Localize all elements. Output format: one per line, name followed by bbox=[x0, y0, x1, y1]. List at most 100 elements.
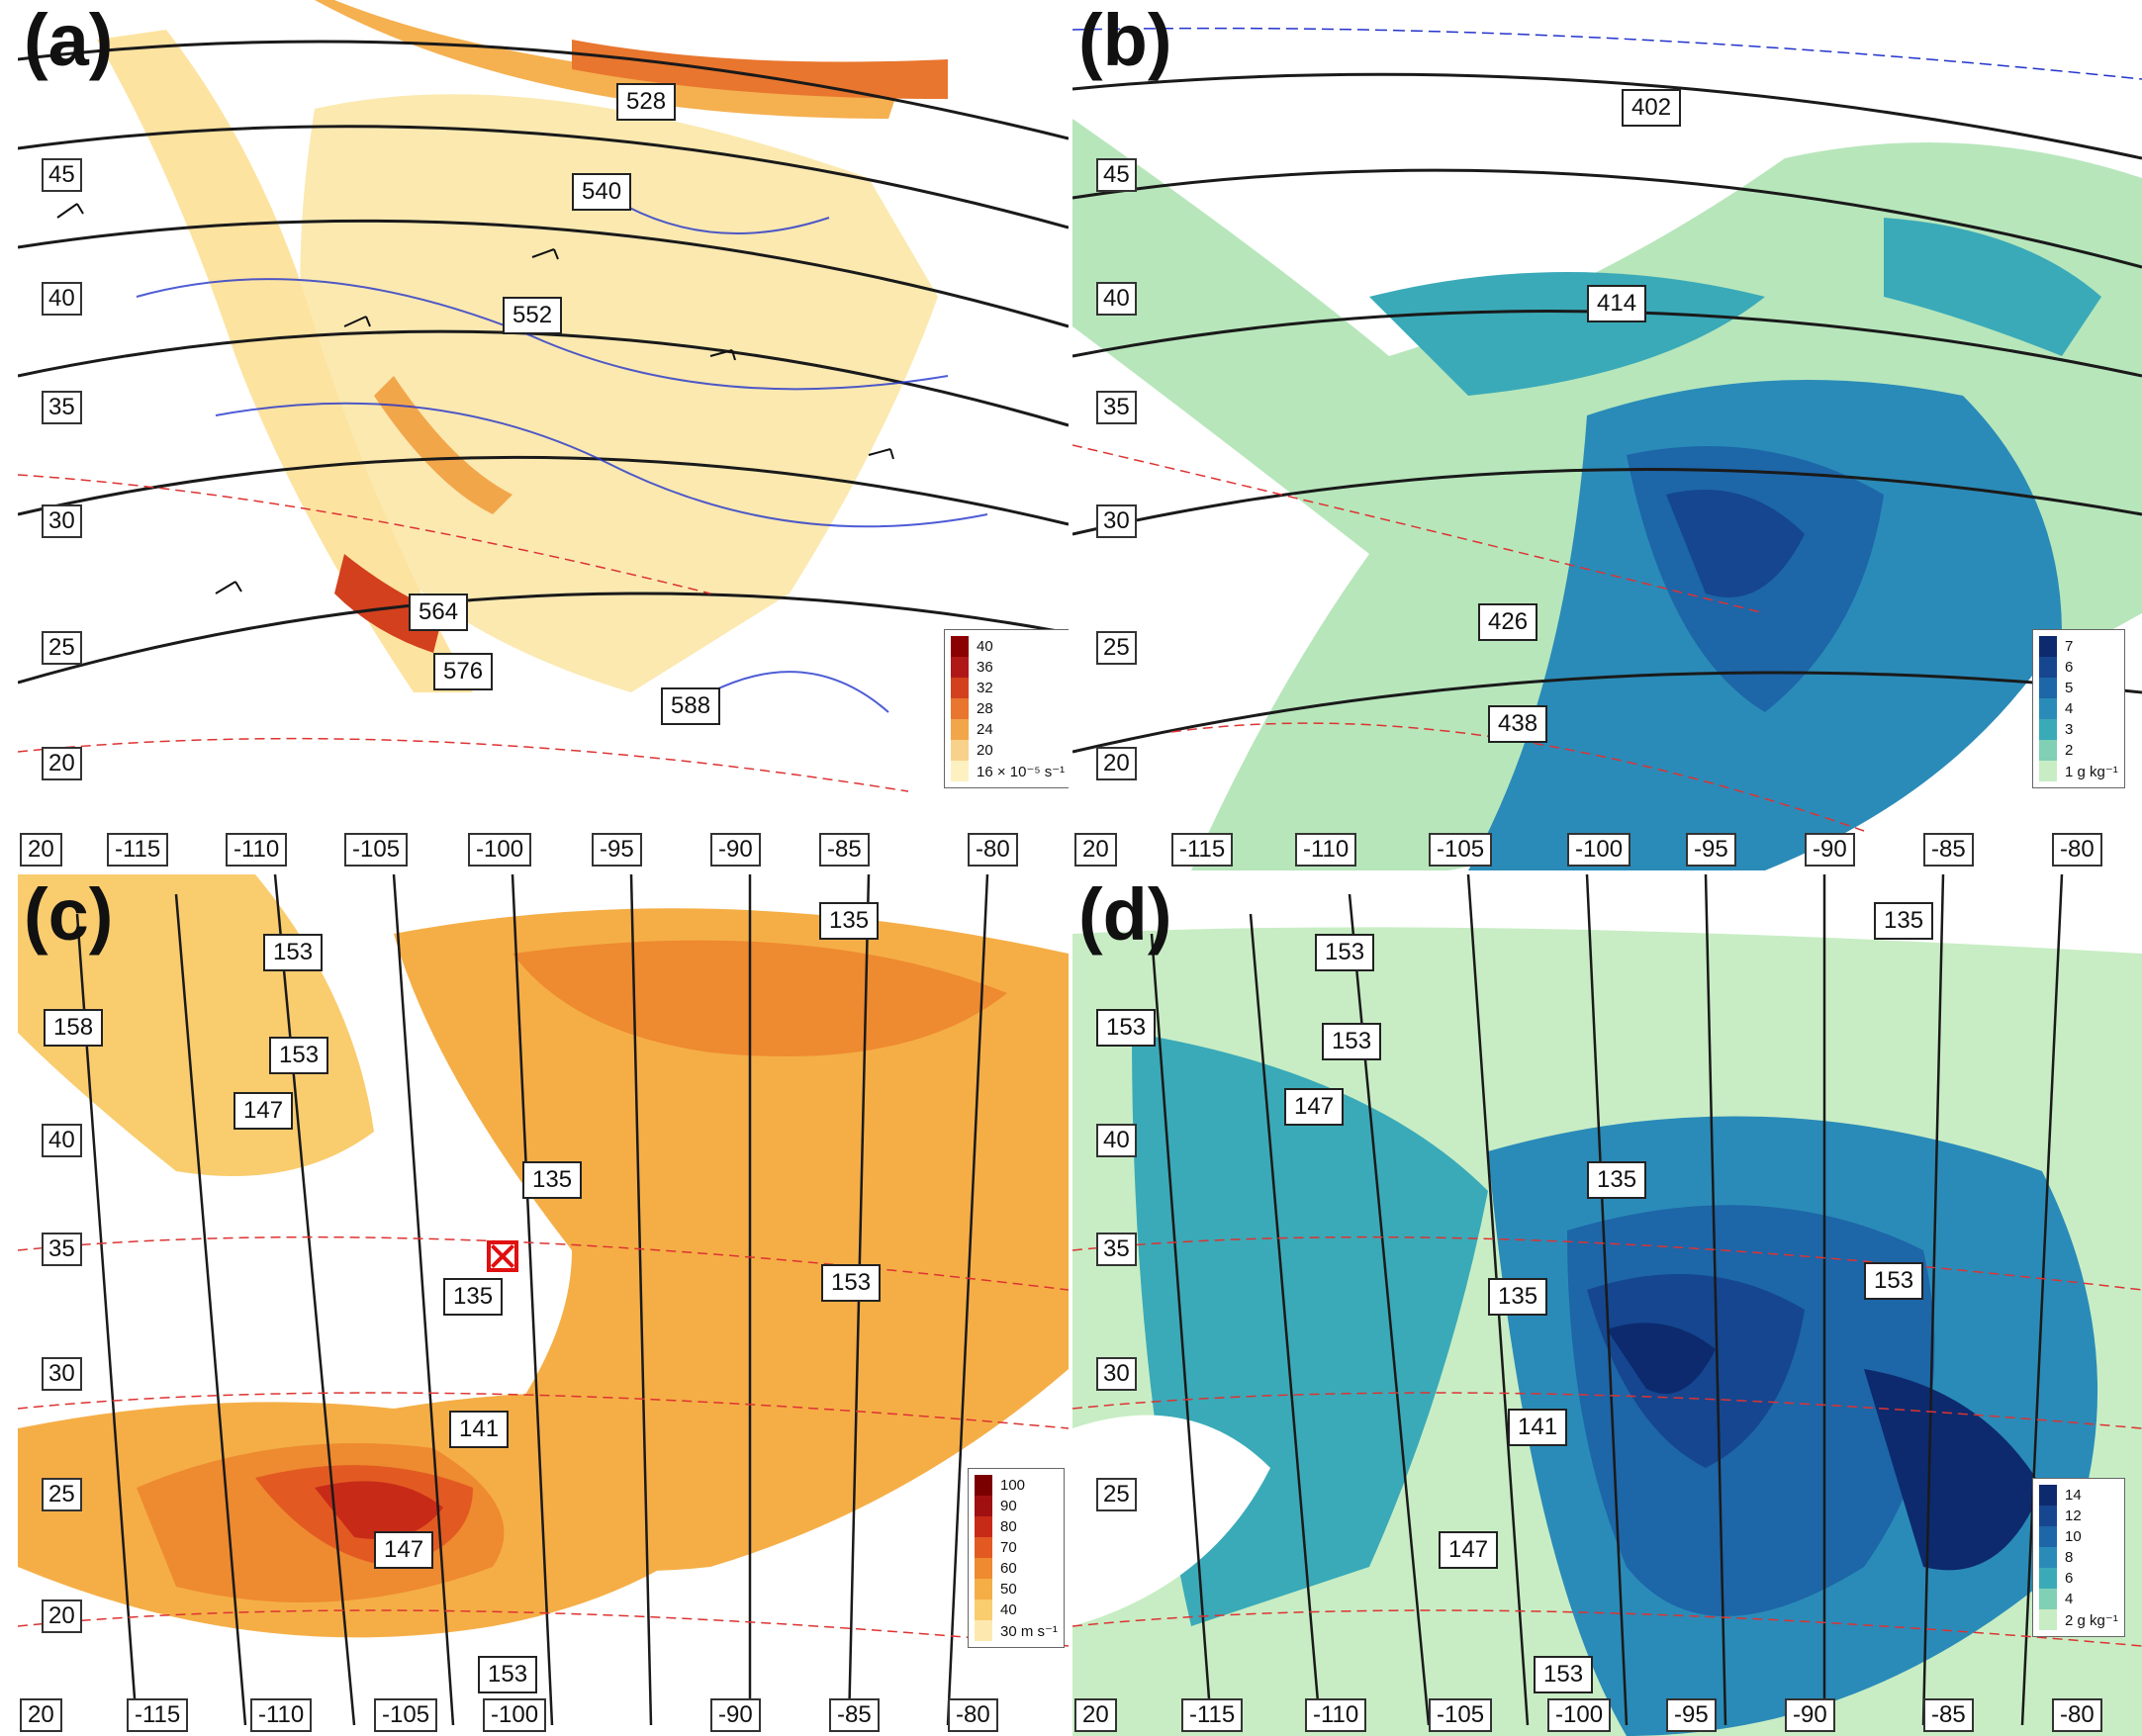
longitude-label: -100 bbox=[483, 1698, 547, 1732]
height-contour-label: 135 bbox=[1488, 1278, 1548, 1316]
panel-c-wind-speed-map: (c) 135 153 153 147 135 135 153 141 147 … bbox=[18, 874, 1069, 1736]
longitude-label: -85 bbox=[819, 833, 870, 867]
legend-label: 2 g kg⁻¹ bbox=[2065, 1611, 2118, 1629]
longitude-label: -80 bbox=[968, 833, 1018, 867]
latitude-label: 40 bbox=[42, 1124, 82, 1157]
legend-row: 12 bbox=[2039, 1506, 2118, 1526]
latitude-label: 30 bbox=[1096, 504, 1137, 538]
map-field bbox=[18, 874, 1069, 1736]
legend-swatch bbox=[975, 1475, 992, 1496]
longitude-axis: 20 -115 -110 -105 -100 -95 -90 -85 -80 bbox=[18, 827, 1069, 870]
legend-label: 3 bbox=[2065, 721, 2074, 738]
legend-row: 40 bbox=[951, 636, 1065, 657]
legend-swatch bbox=[2039, 1547, 2057, 1568]
longitude-label: -115 bbox=[1181, 1698, 1244, 1732]
height-contour-label: 135 bbox=[1587, 1161, 1647, 1199]
legend-row: 100 bbox=[975, 1475, 1058, 1496]
height-contour-label: 564 bbox=[409, 594, 469, 631]
longitude-label: -90 bbox=[1805, 833, 1855, 867]
height-contour-label: 402 bbox=[1622, 89, 1682, 127]
legend-label: 16 × 10⁻⁵ s⁻¹ bbox=[977, 763, 1066, 780]
legend-label: 80 bbox=[1000, 1518, 1017, 1535]
height-contour-label: 540 bbox=[572, 173, 632, 211]
longitude-label: -85 bbox=[829, 1698, 880, 1732]
latitude-label: 25 bbox=[42, 1478, 82, 1511]
longitude-axis: 20 -115 -110 -105 -100 -95 -90 -85 -80 bbox=[1072, 827, 2142, 870]
legend-swatch bbox=[975, 1579, 992, 1599]
longitude-label: -105 bbox=[1429, 833, 1493, 867]
legend-row: 14 bbox=[2039, 1485, 2118, 1506]
height-contour-label: 153 bbox=[1096, 1009, 1157, 1047]
height-contour-label: 153 bbox=[1315, 934, 1375, 971]
longitude-label: 20 bbox=[1074, 833, 1117, 867]
legend-label: 28 bbox=[977, 700, 993, 717]
legend-swatch bbox=[2039, 1526, 2057, 1547]
longitude-label: -105 bbox=[1429, 1698, 1493, 1732]
panel-label: (d) bbox=[1078, 874, 1172, 956]
legend-swatch bbox=[2039, 740, 2057, 761]
longitude-label: -105 bbox=[344, 833, 409, 867]
latitude-label: 40 bbox=[1096, 1124, 1137, 1157]
legend-row: 40 bbox=[975, 1599, 1058, 1620]
legend-swatch bbox=[2039, 636, 2057, 657]
longitude-label: -100 bbox=[1547, 1698, 1612, 1732]
legend-row: 20 bbox=[951, 740, 1065, 761]
legend-label: 14 bbox=[2065, 1487, 2082, 1504]
legend-label: 40 bbox=[1000, 1601, 1017, 1618]
longitude-label: -95 bbox=[592, 833, 642, 867]
longitude-label: 20 bbox=[20, 1698, 62, 1732]
height-contour-label: 576 bbox=[433, 653, 494, 690]
legend-label: 50 bbox=[1000, 1581, 1017, 1598]
legend-swatch bbox=[951, 719, 969, 740]
legend-row: 50 bbox=[975, 1579, 1058, 1599]
longitude-label: -115 bbox=[127, 1698, 189, 1732]
legend-row: 6 bbox=[2039, 657, 2118, 678]
legend-swatch bbox=[951, 761, 969, 781]
latitude-label: 40 bbox=[42, 282, 82, 316]
legend-label: 32 bbox=[977, 680, 993, 696]
latitude-label: 35 bbox=[42, 1233, 82, 1266]
legend-swatch bbox=[2039, 1568, 2057, 1589]
legend-label: 40 bbox=[977, 638, 993, 655]
legend-row: 4 bbox=[2039, 698, 2118, 719]
color-legend: 40 36 32 28 24 20 16 × 10⁻⁵ s⁻¹ bbox=[944, 629, 1069, 788]
height-contour-label: 552 bbox=[503, 297, 563, 334]
legend-label: 60 bbox=[1000, 1560, 1017, 1577]
panel-label: (c) bbox=[24, 874, 114, 956]
height-contour-label: 147 bbox=[233, 1092, 294, 1130]
legend-row: 36 bbox=[951, 657, 1065, 678]
legend-row: 3 bbox=[2039, 719, 2118, 740]
legend-label: 12 bbox=[2065, 1508, 2082, 1524]
legend-swatch bbox=[975, 1620, 992, 1641]
height-contour-label: 153 bbox=[1864, 1262, 1924, 1300]
height-contour-label: 135 bbox=[522, 1161, 583, 1199]
latitude-label: 20 bbox=[42, 1599, 82, 1633]
height-contour-label: 153 bbox=[1534, 1656, 1594, 1693]
longitude-label: -105 bbox=[374, 1698, 438, 1732]
longitude-label: -90 bbox=[710, 833, 761, 867]
latitude-label: 25 bbox=[42, 631, 82, 665]
height-contour-label: 438 bbox=[1488, 705, 1548, 743]
panel-label: (a) bbox=[24, 0, 114, 81]
legend-label: 30 m s⁻¹ bbox=[1000, 1622, 1058, 1640]
legend-swatch bbox=[2039, 1506, 2057, 1526]
longitude-label: -85 bbox=[1923, 833, 1974, 867]
legend-row: 4 bbox=[2039, 1589, 2118, 1609]
longitude-label: -95 bbox=[1666, 1698, 1717, 1732]
legend-swatch bbox=[975, 1496, 992, 1516]
legend-label: 2 bbox=[2065, 742, 2074, 759]
legend-swatch bbox=[2039, 678, 2057, 698]
legend-label: 5 bbox=[2065, 680, 2074, 696]
legend-label: 4 bbox=[2065, 1591, 2074, 1607]
height-contour-label: 135 bbox=[819, 902, 880, 940]
legend-row: 80 bbox=[975, 1516, 1058, 1537]
longitude-label: 20 bbox=[20, 833, 62, 867]
latitude-label: 30 bbox=[42, 1357, 82, 1391]
longitude-label: -110 bbox=[226, 833, 288, 867]
height-contour-label: 147 bbox=[1284, 1088, 1345, 1126]
height-contour-label: 135 bbox=[443, 1278, 504, 1316]
height-contour-label: 153 bbox=[263, 934, 324, 971]
legend-label: 100 bbox=[1000, 1477, 1026, 1494]
latitude-label: 20 bbox=[1096, 747, 1137, 780]
legend-swatch bbox=[975, 1599, 992, 1620]
